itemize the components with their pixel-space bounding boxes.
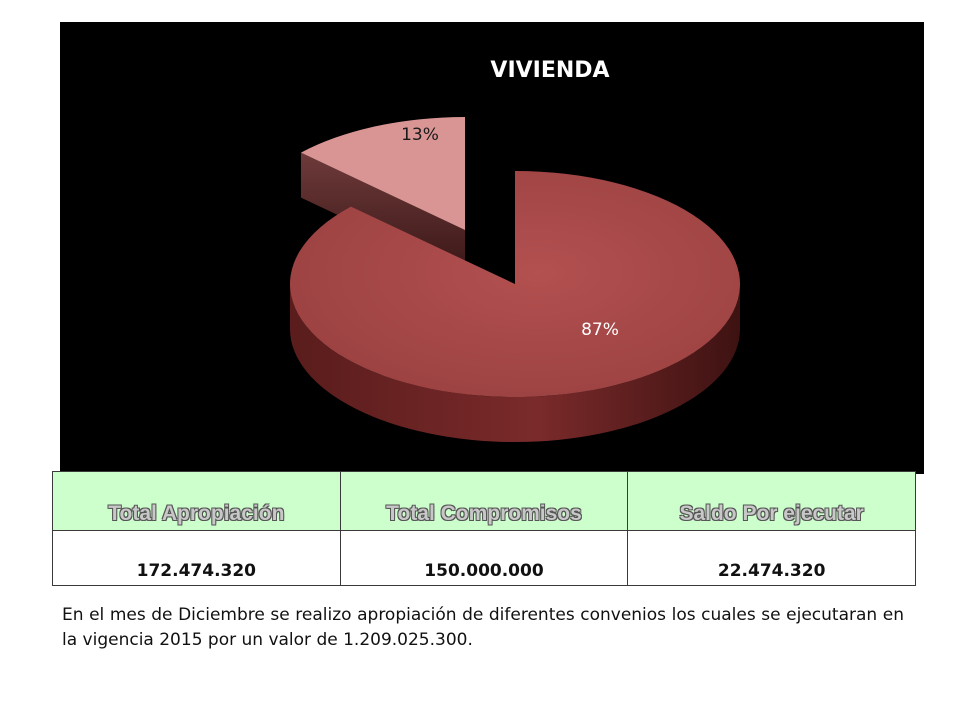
note-paragraph: En el mes de Diciembre se realizo apropi… <box>62 605 904 650</box>
chart-panel: 13% 87% VIVIENDA <box>60 22 924 474</box>
header-total-compromisos: Total Compromisos <box>339 471 629 531</box>
slice-label-13: 13% <box>401 125 439 145</box>
slice-87 <box>289 171 740 397</box>
pie-chart: 13% 87% <box>289 117 740 442</box>
slice-13 <box>300 117 465 230</box>
value-total-apropiacion: 172.474.320 <box>52 530 341 586</box>
summary-table: Total Apropiación Total Compromisos Sald… <box>52 471 916 586</box>
slice-label-87: 87% <box>581 320 619 340</box>
header-saldo-por-ejecutar: Saldo Por ejecutar <box>627 471 916 531</box>
table-row: 172.474.320 150.000.000 22.474.320 <box>52 530 916 586</box>
value-saldo-por-ejecutar: 22.474.320 <box>627 530 916 586</box>
header-total-apropiacion: Total Apropiación <box>52 471 341 531</box>
table-header-row: Total Apropiación Total Compromisos Sald… <box>52 471 916 531</box>
value-total-compromisos: 150.000.000 <box>339 530 629 586</box>
slice-87-side <box>290 284 740 442</box>
